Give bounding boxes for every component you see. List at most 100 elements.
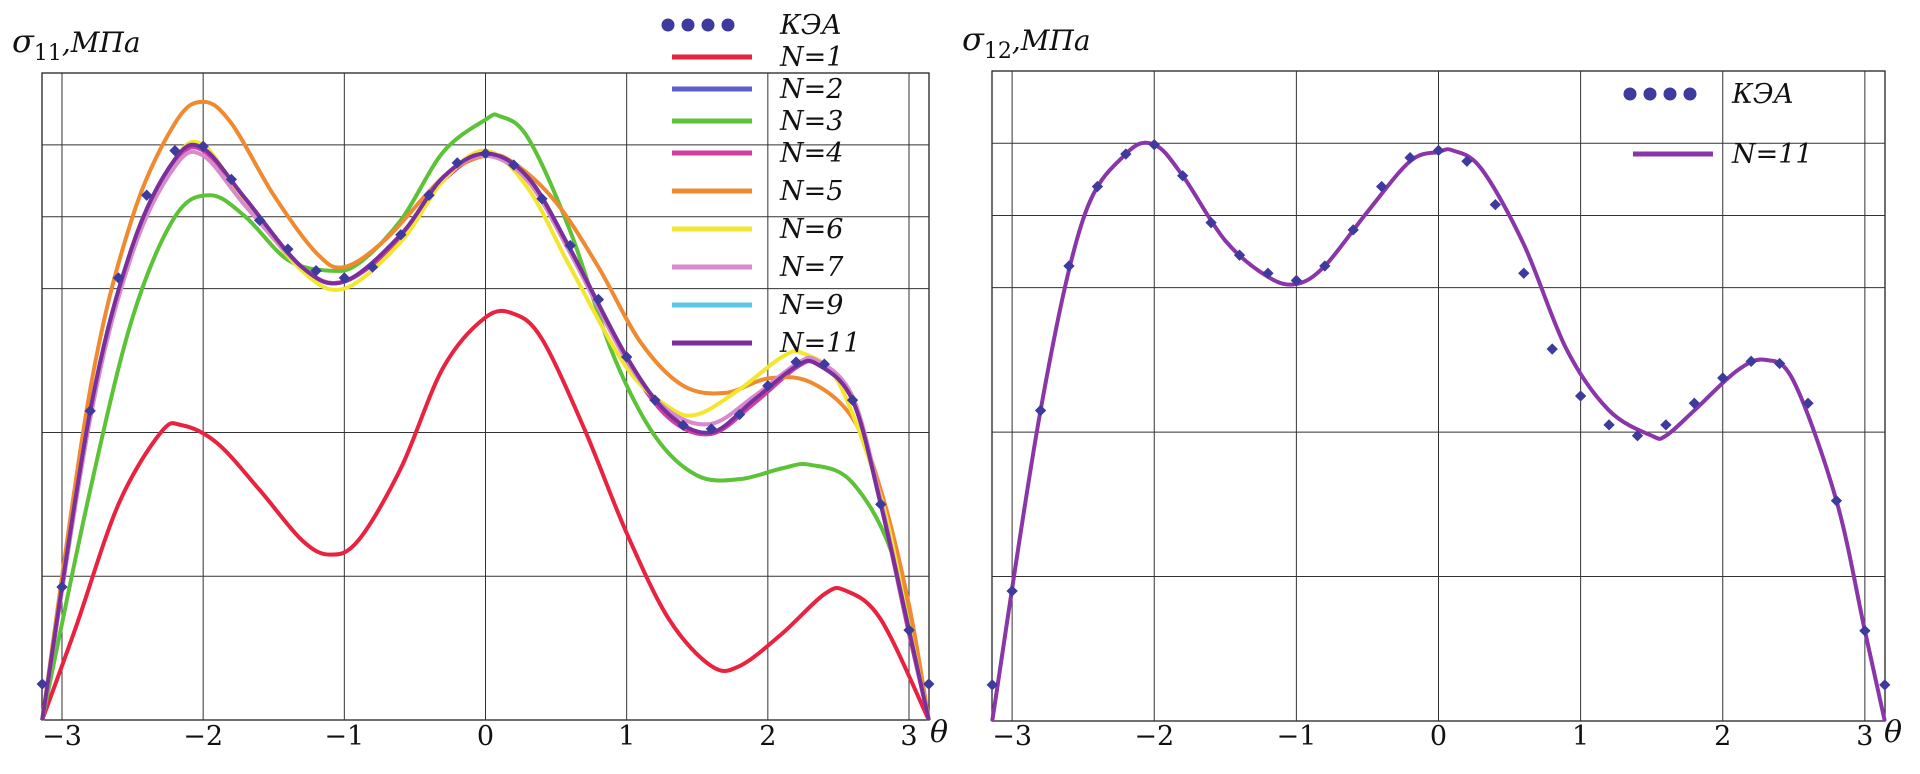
- data-point: [790, 356, 802, 368]
- data-point: [1603, 419, 1615, 431]
- legend-label: N=1: [779, 42, 843, 73]
- data-point: [225, 173, 238, 186]
- data-point: [1859, 625, 1871, 637]
- legend-marker: [661, 18, 675, 32]
- data-point: [1347, 224, 1359, 236]
- legend-marker: [721, 18, 735, 32]
- series-line-N=1: [40, 308, 931, 721]
- x-tick-labels: −3 −2 −1 0 1 2 3: [42, 721, 918, 752]
- data-point: [1717, 372, 1729, 384]
- x-tick-label: −1: [324, 721, 364, 752]
- y-axis-unit: ,МПа: [1012, 24, 1091, 57]
- data-point: [1631, 430, 1644, 442]
- legend-marker: [681, 18, 695, 32]
- data-point: [1034, 404, 1047, 417]
- data-point: [1830, 495, 1843, 507]
- x-tick-label: 2: [759, 721, 776, 752]
- x-tick-label: −3: [42, 721, 82, 752]
- data-point: [1006, 585, 1018, 597]
- x-tick-label: 2: [1714, 721, 1731, 752]
- data-point: [733, 408, 746, 421]
- data-point: [1063, 260, 1075, 272]
- legend-label: N=11: [779, 328, 861, 359]
- data-point: [366, 261, 379, 273]
- data-point: [1489, 198, 1502, 211]
- data-point: [1688, 397, 1700, 409]
- series-layer: [986, 139, 1891, 722]
- legend-marker: [1643, 87, 1657, 101]
- data-point: [621, 351, 633, 363]
- data-point: [1546, 343, 1558, 355]
- data-point: [1745, 355, 1757, 367]
- data-point: [1148, 139, 1160, 151]
- x-tick-label: −2: [183, 721, 223, 752]
- legend-label: N=3: [779, 106, 843, 137]
- data-point: [1375, 180, 1388, 193]
- data-point: [762, 380, 774, 392]
- y-axis-symbol: σ: [12, 22, 35, 60]
- x-axis-title: θ: [930, 715, 948, 750]
- x-tick-label: 3: [1856, 721, 1873, 752]
- data-point: [564, 239, 576, 252]
- legend: КЭА N=11: [1623, 79, 1813, 170]
- x-tick-label: 0: [477, 721, 494, 752]
- data-point: [1432, 144, 1445, 157]
- data-point: [1177, 170, 1189, 182]
- legend-label: N=2: [779, 74, 843, 105]
- data-point: [36, 678, 48, 690]
- data-point: [141, 189, 153, 201]
- grid: [992, 71, 1885, 721]
- data-point: [592, 293, 605, 306]
- series-layer: [36, 99, 935, 721]
- data-point: [1233, 249, 1246, 261]
- data-point: [677, 419, 689, 431]
- x-tick-label: −3: [992, 721, 1032, 752]
- data-point: [338, 272, 350, 284]
- legend-label: КЭА: [779, 10, 842, 41]
- x-axis-title: θ: [1884, 715, 1902, 750]
- data-point: [846, 394, 859, 406]
- x-tick-label: 3: [900, 721, 917, 752]
- x-tick-labels: −3 −2 −1 0 1 2 3: [992, 721, 1873, 752]
- data-point: [536, 193, 548, 205]
- legend-label: N=4: [779, 138, 843, 169]
- legend-label: N=7: [779, 252, 844, 283]
- data-point: [395, 229, 407, 241]
- data-point: [1802, 397, 1814, 409]
- data-point: [649, 394, 661, 406]
- data-point: [423, 189, 435, 201]
- data-point: [1660, 419, 1672, 431]
- x-tick-label: −1: [1276, 721, 1316, 752]
- legend-label: N=6: [779, 214, 843, 245]
- legend-marker: [1663, 87, 1677, 101]
- data-point: [451, 157, 463, 169]
- x-tick-label: 1: [1572, 721, 1589, 752]
- legend-label: N=11: [1731, 139, 1813, 170]
- data-point: [479, 147, 492, 160]
- data-point: [169, 144, 181, 157]
- y-axis-title: σ11,МПа: [12, 22, 141, 66]
- data-point: [986, 679, 998, 691]
- legend-label: КЭА: [1731, 79, 1794, 110]
- legend-marker: [701, 18, 715, 32]
- data-point: [705, 423, 718, 435]
- data-point: [56, 581, 68, 593]
- data-point: [197, 140, 209, 152]
- data-point: [1518, 267, 1530, 279]
- y-axis-subscript: 12: [984, 39, 1012, 64]
- series-line-N=3: [40, 112, 931, 721]
- data-point: [818, 358, 830, 370]
- legend-marker: [1683, 87, 1697, 101]
- data-point: [923, 678, 935, 690]
- y-axis-subscript: 11: [34, 41, 62, 66]
- y-axis-title: σ12,МПа: [962, 20, 1091, 64]
- x-tick-label: 1: [618, 721, 635, 752]
- data-point: [1091, 180, 1104, 193]
- data-point: [1262, 267, 1274, 279]
- data-point: [1120, 148, 1132, 160]
- data-point: [1319, 260, 1331, 272]
- data-point: [875, 498, 887, 510]
